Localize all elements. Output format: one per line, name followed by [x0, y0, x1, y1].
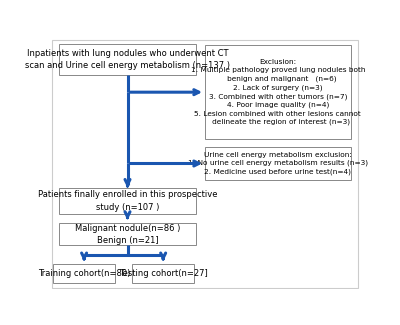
FancyBboxPatch shape: [59, 223, 196, 245]
FancyBboxPatch shape: [205, 147, 351, 180]
Text: Testing cohort(n=27]: Testing cohort(n=27]: [119, 269, 208, 278]
FancyBboxPatch shape: [132, 264, 194, 283]
Text: Exclusion:
1. Multiple pathology proved lung nodules both
   benign and malignan: Exclusion: 1. Multiple pathology proved …: [191, 59, 365, 125]
Text: Urine cell energy metabolism exclusion:
1. No urine cell energy metabolism resul: Urine cell energy metabolism exclusion: …: [188, 152, 368, 175]
FancyBboxPatch shape: [52, 40, 358, 288]
Text: Training cohort(n=80): Training cohort(n=80): [38, 269, 130, 278]
FancyBboxPatch shape: [59, 188, 196, 214]
FancyBboxPatch shape: [59, 44, 196, 75]
Text: Inpatients with lung nodules who underwent CT
scan and Urine cell energy metabol: Inpatients with lung nodules who underwe…: [25, 49, 230, 70]
FancyBboxPatch shape: [205, 45, 351, 139]
Text: Malignant nodule(n=86 )
Benign (n=21]: Malignant nodule(n=86 ) Benign (n=21]: [75, 224, 180, 245]
Text: Patients finally enrolled in this prospective
study (n=107 ): Patients finally enrolled in this prospe…: [38, 190, 217, 212]
FancyBboxPatch shape: [53, 264, 115, 283]
